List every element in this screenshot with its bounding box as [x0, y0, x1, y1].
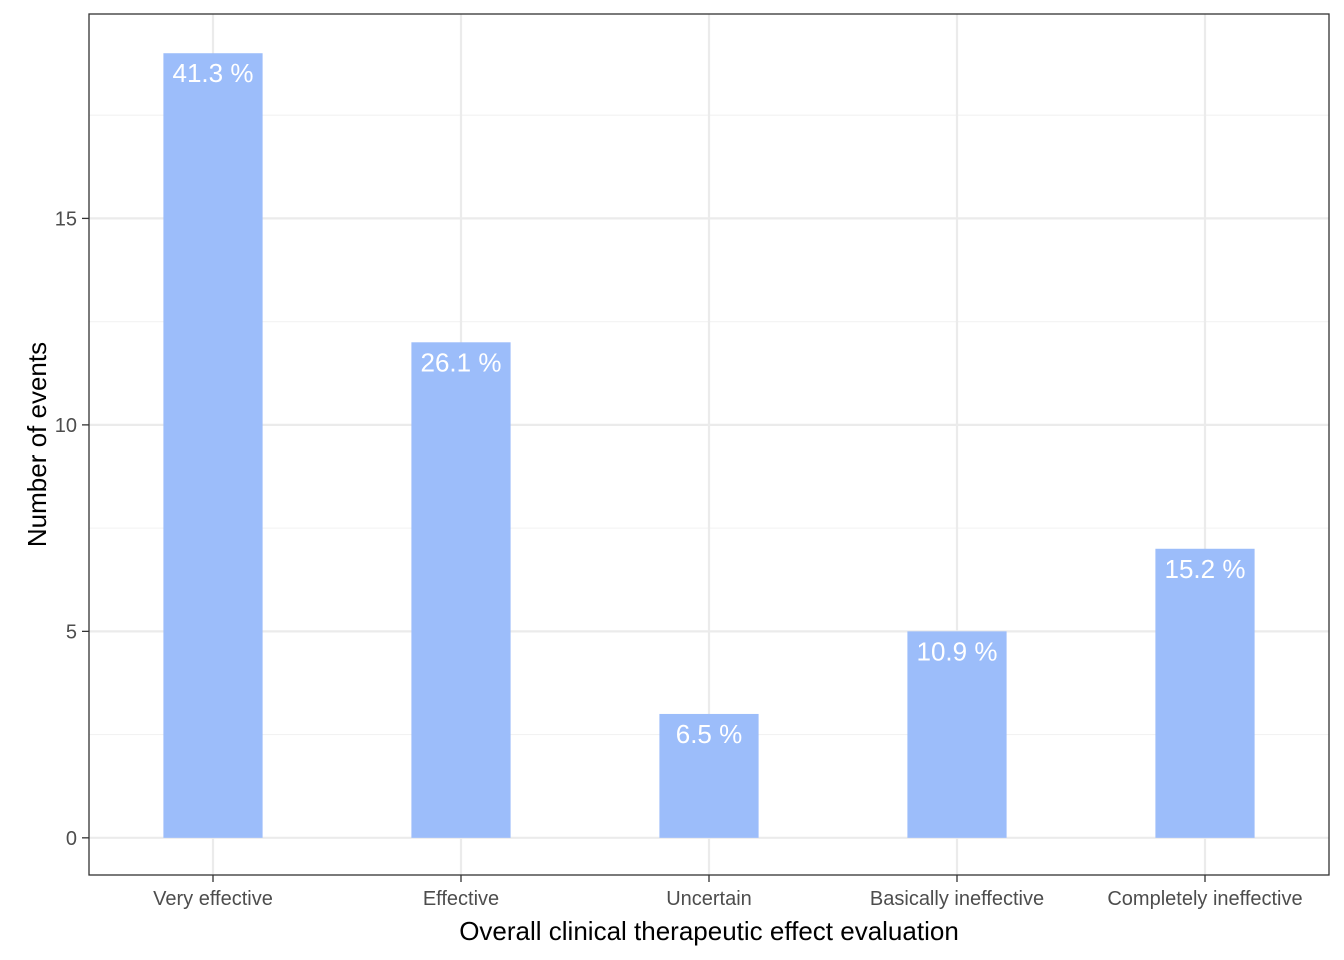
y-tick-label: 5 — [66, 621, 77, 643]
bar-data-label: 26.1 % — [421, 347, 502, 377]
bars — [163, 53, 1255, 838]
bar-data-label: 6.5 % — [676, 719, 743, 749]
x-tick-label: Very effective — [153, 888, 273, 910]
bar-very-effective — [163, 53, 263, 838]
bar-completely-ineffective — [1155, 548, 1255, 838]
bar-data-labels: 41.3 % 26.1 % 6.5 % 10.9 % 15.2 % — [173, 58, 1246, 749]
y-axis-title: Number of events — [22, 342, 52, 547]
bar-data-label: 15.2 % — [1165, 554, 1246, 584]
y-tick-label: 15 — [55, 208, 77, 230]
bar-effective — [411, 342, 511, 838]
x-tick-label: Basically ineffective — [870, 888, 1044, 910]
bar-data-label: 10.9 % — [917, 636, 998, 666]
bar-basically-ineffective — [907, 631, 1007, 838]
x-axis-title: Overall clinical therapeutic effect eval… — [459, 916, 959, 946]
axes: 0 5 10 15 Very effective Effective Uncertain Ba… — [55, 208, 1303, 910]
bar-uncertain — [659, 713, 759, 838]
y-tick-label: 10 — [55, 415, 77, 437]
bar-data-label: 41.3 % — [173, 58, 254, 88]
x-tick-label: Completely ineffective — [1107, 888, 1302, 910]
y-tick-label: 0 — [66, 828, 77, 850]
x-tick-label: Effective — [423, 888, 499, 910]
x-tick-label: Uncertain — [666, 888, 752, 910]
